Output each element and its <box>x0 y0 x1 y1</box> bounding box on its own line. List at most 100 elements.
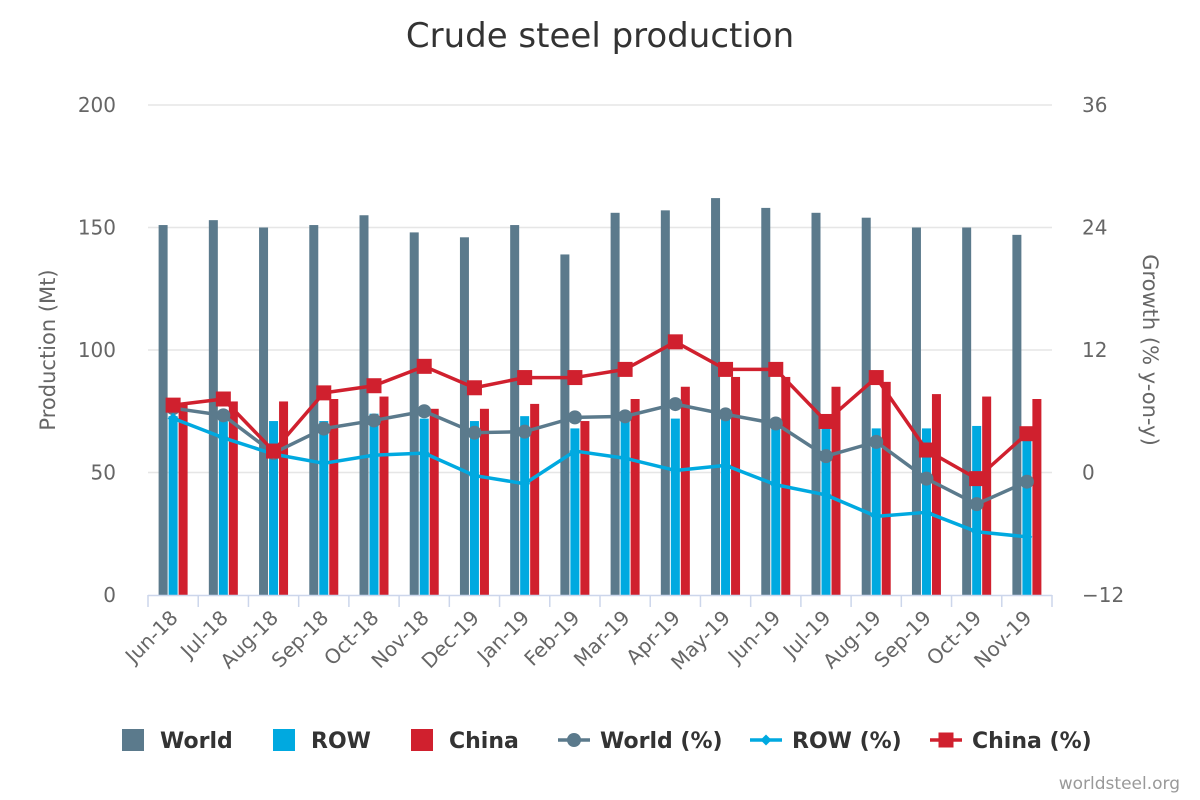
point-world <box>668 397 683 412</box>
bar-china <box>881 381 891 595</box>
bar-china <box>831 386 841 595</box>
point-row <box>368 449 380 461</box>
point-world <box>869 434 884 449</box>
bar-china <box>1032 399 1042 595</box>
legend-swatch-china <box>411 729 433 751</box>
y-tick-label-right: 12 <box>1082 338 1107 362</box>
point-world <box>718 407 733 422</box>
point-china <box>617 361 633 377</box>
point-row <box>1021 531 1033 543</box>
point-row <box>920 506 932 518</box>
bar-row <box>1022 430 1032 595</box>
point-world <box>768 416 783 431</box>
y-tick-label-left: 50 <box>91 461 116 485</box>
point-row <box>519 478 531 490</box>
legend-label-china: China <box>449 729 519 754</box>
bar-china <box>429 408 439 595</box>
point-world <box>367 413 381 428</box>
y-axis-title-right: Growth (% y-on-y) <box>1138 254 1162 446</box>
point-world <box>819 449 833 464</box>
legend-swatch-row <box>273 729 295 751</box>
bar-world <box>510 225 520 596</box>
y-tick-label-right: 0 <box>1082 461 1095 485</box>
bar-world <box>158 225 168 596</box>
bar-row <box>821 425 831 595</box>
bar-china <box>228 401 238 595</box>
point-china <box>868 370 884 386</box>
x-tick-label: Sep-19 <box>869 606 936 673</box>
legend-label-china: China (%) <box>972 729 1092 754</box>
bar-world <box>610 212 620 596</box>
legend-swatch-world <box>122 729 144 751</box>
bar-world <box>761 207 771 595</box>
x-tick-label: Jun-18 <box>119 606 183 670</box>
bar-world <box>811 212 821 596</box>
legend-label-row: ROW (%) <box>792 729 902 754</box>
bar-row <box>269 421 279 595</box>
legend-label-world: World <box>160 729 233 754</box>
bar-china <box>379 396 389 595</box>
x-tick-label: Jun-19 <box>722 606 786 670</box>
point-china <box>1019 426 1035 442</box>
legend-label-world: World (%) <box>600 729 723 754</box>
bars <box>158 198 1042 596</box>
point-row <box>217 432 229 444</box>
bar-row <box>419 418 429 595</box>
legend-marker-row <box>760 734 772 746</box>
point-world <box>618 409 633 424</box>
bar-world <box>711 198 721 595</box>
legend: World ROW China World (%) ROW (%) China (%) <box>122 729 1092 754</box>
bar-world <box>309 225 319 596</box>
legend-marker-world <box>567 733 581 747</box>
y-tick-label-right: 24 <box>1082 216 1107 240</box>
grid-lines <box>148 104 1052 474</box>
bar-row <box>670 418 680 595</box>
bar-world <box>1012 234 1022 595</box>
point-row <box>418 447 430 459</box>
bar-row <box>168 416 178 595</box>
point-world <box>467 425 482 440</box>
point-row <box>820 489 832 501</box>
point-world <box>517 424 532 439</box>
bar-row <box>369 413 379 595</box>
point-row <box>720 459 732 471</box>
bar-world <box>208 220 218 595</box>
bar-china <box>178 403 188 595</box>
bar-world <box>911 227 921 595</box>
bar-world <box>359 215 369 595</box>
bar-row <box>469 421 479 595</box>
bar-row <box>218 413 228 595</box>
point-china <box>818 413 834 429</box>
bar-world <box>660 210 670 595</box>
point-row <box>971 526 983 538</box>
point-china <box>266 443 282 459</box>
point-world <box>919 471 934 486</box>
bar-china <box>630 399 640 595</box>
bar-world <box>259 227 269 595</box>
x-tick-label: Mar-19 <box>569 606 635 672</box>
point-china <box>718 361 734 377</box>
point-row <box>669 464 681 476</box>
bar-row <box>771 423 781 595</box>
point-china <box>165 397 181 413</box>
line-series <box>165 334 1035 543</box>
bar-world <box>861 217 871 595</box>
bar-row <box>520 416 530 595</box>
point-row <box>569 445 581 457</box>
line-world <box>171 402 1029 506</box>
bar-china <box>279 401 289 595</box>
point-china <box>215 391 231 407</box>
point-world <box>969 497 984 512</box>
bar-world <box>459 237 469 596</box>
y-tick-label-right: −12 <box>1082 583 1124 607</box>
point-china <box>667 334 683 350</box>
bar-row <box>319 421 329 595</box>
legend-marker-china <box>938 732 954 748</box>
point-china <box>768 361 784 377</box>
source-credit[interactable]: worldsteel.org <box>1058 774 1180 794</box>
y-tick-label-left: 100 <box>78 338 116 362</box>
legend-label-row: ROW <box>311 729 371 754</box>
point-row <box>468 470 480 482</box>
bar-row <box>570 428 580 595</box>
